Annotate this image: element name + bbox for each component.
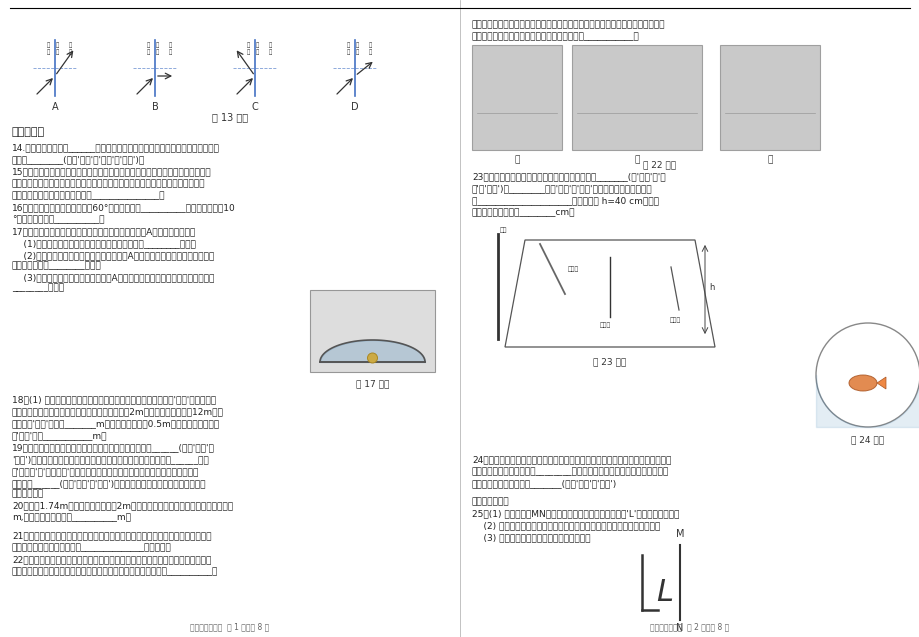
Text: 这是利用了光的________现象；: 这是利用了光的________现象； [12,261,102,270]
Circle shape [367,353,377,363]
Text: 污染。形成白亮污染的主要原因是_______________。: 污染。形成白亮污染的主要原因是_______________。 [12,191,165,200]
Text: 甲: 甲 [514,155,519,164]
Text: 内: 内 [346,49,349,55]
Text: 24、小丑鱼颜色艳丽，体型较小，因此水族馆常将它放入球形印制中以便观赏（如: 24、小丑鱼颜色艳丽，体型较小，因此水族馆常将它放入球形印制中以便观赏（如 [471,455,671,464]
Text: 八年级物理试题  第 2 页，共 8 页: 八年级物理试题 第 2 页，共 8 页 [650,622,729,631]
Text: 外: 外 [69,49,73,55]
Text: L: L [656,578,673,607]
Text: 18、(1) 绚丽夜晚当涪江三桥上的灯亮时，涪江水上实景与江中'倒影'交相辉映，: 18、(1) 绚丽夜晚当涪江三桥上的灯亮时，涪江水上实景与江中'倒影'交相辉映， [12,395,216,404]
Text: 内: 内 [147,49,150,55]
Text: 室: 室 [346,42,349,48]
Text: 14.）声音是由于物体______产生的。我们听声音就能判断谁在说话，主要是依据: 14.）声音是由于物体______产生的。我们听声音就能判断谁在说话，主要是依据 [12,143,220,152]
Text: 光谱，这个现象说明白光是由______________光组成的。: 光谱，这个现象说明白光是由______________光组成的。 [12,543,172,552]
Text: 第 24 题图: 第 24 题图 [850,435,883,444]
Text: 璃: 璃 [56,49,59,55]
Text: 照射下，许多建筑的玻璃幕墙、釉面瓷砖、磨光大理石等装饰材料，都能造成白亮: 照射下，许多建筑的玻璃幕墙、釉面瓷砖、磨光大理石等装饰材料，都能造成白亮 [12,179,205,188]
Text: 室: 室 [47,42,50,48]
Text: 室: 室 [69,42,73,48]
Text: h: h [709,282,713,292]
Text: °，反射角将增大__________。: °，反射角将增大__________。 [12,215,105,224]
Text: 外: 外 [369,49,372,55]
Text: 屏幕: 屏幕 [499,227,507,233]
Text: 是_____________________，如果图中 h=40 cm，则凸: 是_____________________，如果图中 h=40 cm，则凸 [471,196,658,205]
Bar [471,45,562,150]
Text: 玻: 玻 [56,42,59,48]
Text: 内: 内 [47,49,50,55]
Text: M: M [675,529,684,539]
Text: 外: 外 [169,49,172,55]
Text: (3) 在图乙中画出通过透镜后的折射光线。: (3) 在图乙中画出通过透镜后的折射光线。 [471,533,590,542]
Text: 小'或'放大')、________（填'正立'、'倒立'）的实像。平面镜的作用: 小'或'放大')、________（填'正立'、'倒立'）的实像。平面镜的作用 [471,184,652,193]
Text: B: B [152,102,158,112]
Text: 形成一幅绚丽多彩的图象。已知三桥下涪江水深为2m，桥上一彩灯距水面12m，则: 形成一幅绚丽多彩的图象。已知三桥下涪江水深为2m，桥上一彩灯距水面12m，则 [12,407,223,416]
Text: (2) 如图所示，根据给定的反射光线画出由空气斜射到水面的入射光线。: (2) 如图所示，根据给定的反射光线画出由空气斜射到水面的入射光线。 [471,521,660,530]
Text: 平面镜: 平面镜 [567,266,579,272]
Text: 室: 室 [169,42,172,48]
Text: 玻: 玻 [255,42,259,48]
Text: 玻: 玻 [156,42,159,48]
Text: C: C [252,102,258,112]
Text: D: D [351,102,358,112]
Text: 室: 室 [147,42,150,48]
Text: 时的现场照片。摄像头的镜头相当于一个凸透镜，它的工作原理与__________相: 时的现场照片。摄像头的镜头相当于一个凸透镜，它的工作原理与__________相 [12,567,218,576]
Text: 凸透镜: 凸透镜 [598,322,610,327]
Text: 玻: 玻 [356,42,358,48]
Text: 25、(1) 如图所示，MN是竖直放置的平面镜，请画出字母'L'在平面镜中的像。: 25、(1) 如图所示，MN是竖直放置的平面镜，请画出字母'L'在平面镜中的像。 [471,509,678,518]
Text: 19、物理课中使用幻灯机投影，投影屏幕上得到了放大的______(选填'虚像'或: 19、物理课中使用幻灯机投影，投影屏幕上得到了放大的______(选填'虚像'或 [12,443,215,452]
Text: 似。图乙和丙是一辆汽车经过路口时与一辆自行车相撞后拍摄的两张照片，由图可: 似。图乙和丙是一辆汽车经过路口时与一辆自行车相撞后拍摄的两张照片，由图可 [471,20,664,29]
Text: 17、如图所示，小明将一枚硬币放在碗的底部，眼睛在A处给好看不到它。: 17、如图所示，小明将一枚硬币放在碗的底部，眼睛在A处给好看不到它。 [12,227,196,236]
Text: 声音的________(选填'音调'、'响度'或'音色')。: 声音的________(选填'音调'、'响度'或'音色')。 [12,155,145,164]
Text: (3)沿碗壁缓缓向碗中加水，小明在A处也能看到硬币的虚像，这是利用了光的: (3)沿碗壁缓缓向碗中加水，小明在A处也能看到硬币的虚像，这是利用了光的 [12,273,214,282]
Text: 投影片: 投影片 [669,317,680,322]
Bar [720,45,819,150]
Text: 第 23 题图: 第 23 题图 [593,357,626,366]
Text: 21、白光通过三棱镜折射后照射到光屏上形成红、橙、黄、绿、蓝、靛、紫组成的: 21、白光通过三棱镜折射后照射到光屏上形成红、橙、黄、绿、蓝、靛、紫组成的 [12,531,211,540]
Text: 乙: 乙 [633,155,639,164]
Text: 丙: 丙 [766,155,772,164]
Text: 第 13 题图: 第 13 题图 [211,112,248,122]
Text: 且白布能______(选填'折射'或'反射')所有颜色的光，能使同学们看到彩色影: 且白布能______(选填'折射'或'反射')所有颜色的光，能使同学们看到彩色影 [12,479,206,488]
Text: 透镜焦距不可能小于________cm。: 透镜焦距不可能小于________cm。 [471,208,575,217]
Text: 鱼缸形成的正立、放大的_______(选填'实像'或'虚像'): 鱼缸形成的正立、放大的_______(选填'实像'或'虚像') [471,479,617,488]
Text: '实像')；投影屏幕使用粗糙的白布做成，这是利用光在白布上发生______（选: '实像')；投影屏幕使用粗糙的白布做成，这是利用光在白布上发生______（选 [12,455,209,464]
Text: 内: 内 [246,49,250,55]
Polygon shape [876,377,885,389]
Text: N: N [675,623,683,633]
Text: 第 22 题图: 第 22 题图 [642,160,675,169]
Text: 填'漫反射'或'镜面反射'），可以使教室里各个座位上的同学都能看到画面；而: 填'漫反射'或'镜面反射'），可以使教室里各个座位上的同学都能看到画面；而 [12,467,199,476]
Text: 室: 室 [268,42,272,48]
Text: 室: 室 [246,42,250,48]
Text: 璃: 璃 [356,49,358,55]
Text: 二、填空题: 二、填空题 [12,127,45,137]
Text: 璃: 璃 [156,49,159,55]
Text: 正常的画面。: 正常的画面。 [12,489,44,498]
Text: 16、入射光线与平面镜的夹角为60°，则反射角为__________；若入射角增大10: 16、入射光线与平面镜的夹角为60°，则反射角为__________；若入射角增… [12,203,235,212]
Text: 的'倒影'相距___________m。: 的'倒影'相距___________m。 [12,431,108,440]
Text: (1)小明看不到硬币，这是因为光在均匀介质中沿________传播；: (1)小明看不到硬币，这是因为光在均匀介质中沿________传播； [12,239,196,248]
Text: m,她和像之间的距离为__________m。: m,她和像之间的距离为__________m。 [12,513,130,522]
Text: ________现象。: ________现象。 [12,283,64,292]
Text: A: A [51,102,58,112]
Text: 图所示）。球形鱼缸起到了________的作用，我们看到的小丑鱼是它通过球形: 图所示）。球形鱼缸起到了________的作用，我们看到的小丑鱼是它通过球形 [471,467,668,476]
Text: 15、目前城市的光污染越来越严重，白亮污染是较普遍的一类光污染。在强烈阳光: 15、目前城市的光污染越来越严重，白亮污染是较普遍的一类光污染。在强烈阳光 [12,167,211,176]
Bar [310,290,435,372]
Text: 20、身高1.74m的小莹站在平面镜前2m处，她看到自己的全身像，那么她的像高为: 20、身高1.74m的小莹站在平面镜前2m处，她看到自己的全身像，那么她的像高为 [12,501,233,510]
Bar [572,45,701,150]
Text: (2)将平面镜放到碗边适当的位置，小明在A处通过平面镜看到了硬币的虚像，: (2)将平面镜放到碗边适当的位置，小明在A处通过平面镜看到了硬币的虚像， [12,251,214,260]
Text: 以看出汽车所成的像变小，与此对应的像距将变___________。: 以看出汽车所成的像变小，与此对应的像距将变___________。 [471,32,639,41]
Text: 室: 室 [369,42,372,48]
Text: 璃: 璃 [255,49,259,55]
Text: 外: 外 [268,49,272,55]
Text: 22、图甲是城市里多路口安装的监控摄像头，它可以拍摄违章行驶或发生交通事故: 22、图甲是城市里多路口安装的监控摄像头，它可以拍摄违章行驶或发生交通事故 [12,555,211,564]
Text: 第 17 题图: 第 17 题图 [356,379,389,388]
Text: 该彩灯的'倒影'距水面_______m；若涪江水再上涨0.5m，则该彩灯与其对应: 该彩灯的'倒影'距水面_______m；若涪江水再上涨0.5m，则该彩灯与其对应 [12,419,220,428]
Ellipse shape [848,375,876,391]
Text: 三、实验探究题: 三、实验探究题 [471,497,509,506]
Text: 23、图是投影仪成像示意图。其中凸透镜的作用是_______(填'等大'、'缩: 23、图是投影仪成像示意图。其中凸透镜的作用是_______(填'等大'、'缩 [471,172,665,181]
Text: 八年级物理试题  第 1 页，共 8 页: 八年级物理试题 第 1 页，共 8 页 [190,622,269,631]
